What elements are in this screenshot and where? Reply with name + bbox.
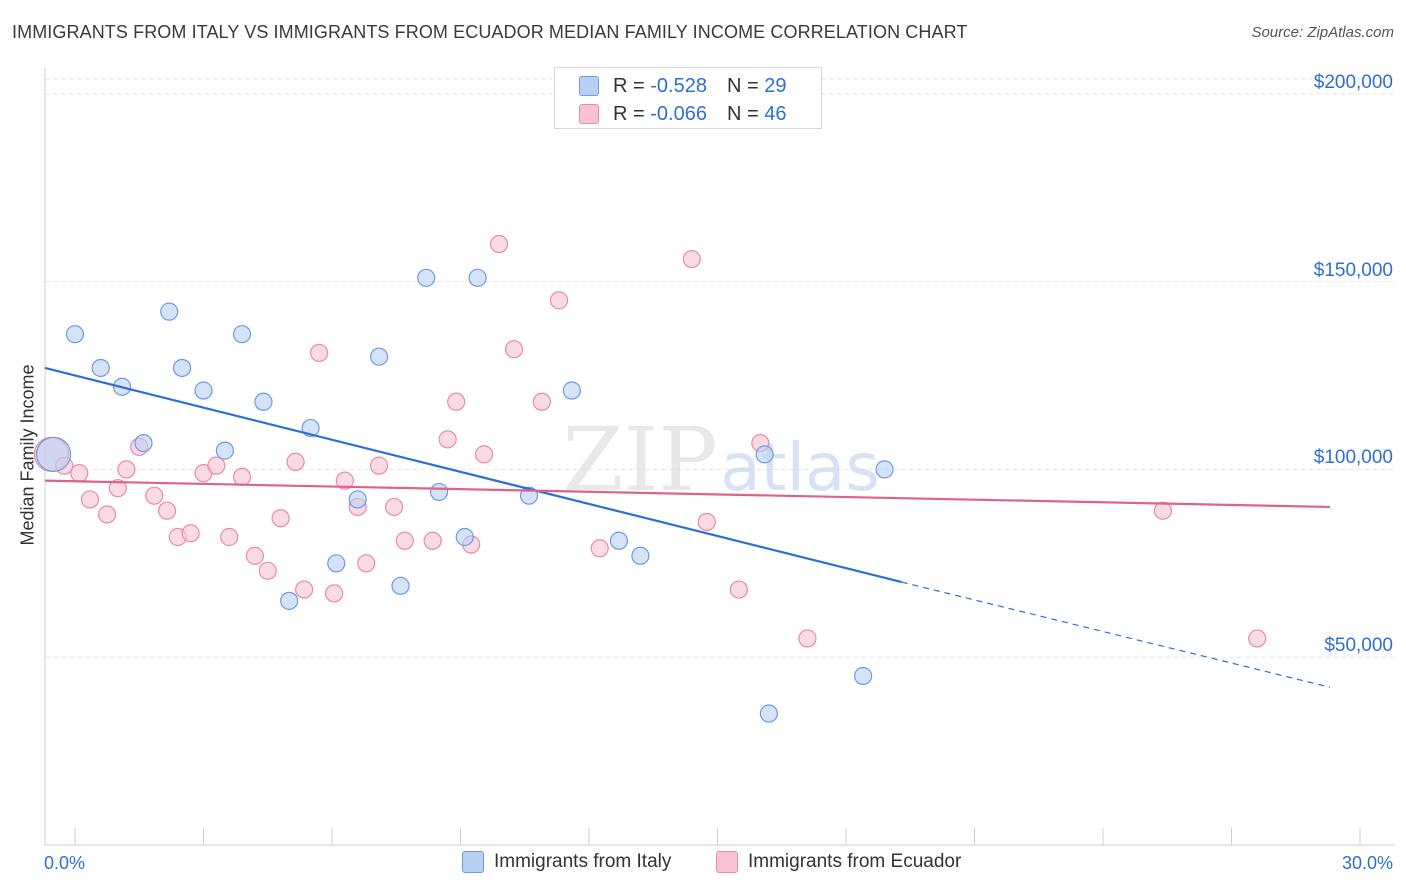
ecuador-point <box>1153 501 1173 520</box>
ecuador-point <box>145 486 164 505</box>
ecuador-point <box>549 291 569 310</box>
ecuador-legend-swatch <box>716 851 738 873</box>
ecuador-point <box>423 531 442 550</box>
ecuador-point <box>157 501 177 520</box>
y-tick-label: $50,000 <box>1324 635 1393 657</box>
r-value: -0.066 <box>650 102 707 125</box>
italy-point <box>631 546 650 565</box>
ecuador-point <box>489 234 509 254</box>
y-axis-label: Median Family Income <box>17 364 38 546</box>
italy-point <box>562 381 581 400</box>
italy-point <box>391 576 410 595</box>
ecuador-point <box>117 460 136 479</box>
chart-title: IMMIGRANTS FROM ITALY VS IMMIGRANTS FROM… <box>12 22 968 42</box>
italy-point <box>468 268 487 287</box>
y-tick-label: $150,000 <box>1313 259 1393 281</box>
ecuador-point <box>108 479 127 498</box>
ecuador-point <box>98 505 117 524</box>
n-value: 29 <box>764 74 787 97</box>
legend-item-italy[interactable]: Immigrants from Italy <box>462 851 671 873</box>
italy-point <box>609 531 629 550</box>
ecuador-point <box>697 512 716 532</box>
ecuador-point <box>295 580 314 599</box>
x-tick-label-min: 0.0% <box>44 853 86 873</box>
italy-point <box>327 554 346 573</box>
legend-label-italy: Immigrants from Italy <box>494 851 672 872</box>
ecuador-point <box>798 629 817 648</box>
ecuador-point <box>590 539 609 558</box>
italy-point <box>91 358 110 378</box>
ecuador-point <box>438 430 457 449</box>
italy-point <box>194 381 213 400</box>
ecuador-point <box>335 471 354 490</box>
n-label: N = <box>726 102 759 125</box>
ecuador-point <box>447 392 466 411</box>
watermark-zip: ZIP <box>562 408 717 511</box>
ecuador-point <box>286 452 305 471</box>
ecuador-point <box>325 584 344 603</box>
ecuador-swatch <box>579 104 599 124</box>
italy-trend-line <box>44 366 902 584</box>
italy-point <box>172 358 192 378</box>
italy-point <box>280 591 299 610</box>
ecuador-point <box>70 464 89 483</box>
ecuador-point <box>370 456 389 475</box>
ecuador-point <box>271 509 290 528</box>
italy-point <box>854 666 873 686</box>
italy-point <box>215 441 234 460</box>
ecuador-point <box>504 340 524 359</box>
watermark-atlas: atlas <box>720 429 880 506</box>
italy-point <box>254 392 273 411</box>
n-value: 46 <box>764 102 787 125</box>
ecuador-point <box>532 392 551 411</box>
ecuador-trend-line <box>44 479 1331 509</box>
italy-point <box>370 347 389 366</box>
stats-legend: R = -0.528 N = 29 R = -0.066 N = 46 <box>554 67 822 129</box>
legend-item-ecuador[interactable]: Immigrants from Ecuador <box>716 851 961 873</box>
legend-label-ecuador: Immigrants from Ecuador <box>748 851 962 872</box>
ecuador-point <box>357 554 376 573</box>
italy-point <box>759 704 778 723</box>
ecuador-point <box>729 580 749 599</box>
n-label: N = <box>726 74 759 97</box>
ecuador-point <box>245 546 264 565</box>
ecuador-point <box>181 524 200 543</box>
r-value: -0.528 <box>650 74 707 97</box>
italy-point <box>35 436 72 472</box>
stats-legend-italy: R = -0.528 N = 29 <box>579 73 786 99</box>
ecuador-point <box>220 527 239 547</box>
ecuador-point <box>258 561 277 580</box>
italy-trend-extension <box>901 581 1331 688</box>
series-legend: Immigrants from Italy Immigrants from Ec… <box>0 851 1406 879</box>
ecuador-point <box>474 445 494 464</box>
ecuador-point <box>232 467 252 487</box>
y-tick-label: $200,000 <box>1313 71 1393 93</box>
ecuador-point <box>682 249 701 269</box>
x-tick-label-max: 30.0% <box>1341 853 1393 873</box>
italy-point <box>875 460 894 479</box>
italy-point <box>455 527 474 547</box>
ecuador-point <box>1248 629 1267 648</box>
ecuador-point <box>207 456 226 475</box>
italy-swatch <box>579 76 599 96</box>
ecuador-point <box>395 531 414 550</box>
italy-point <box>134 433 153 453</box>
italy-point <box>160 302 179 321</box>
italy-legend-swatch <box>462 851 484 873</box>
italy-point <box>348 490 367 509</box>
r-label: R = <box>613 74 645 97</box>
italy-point <box>65 325 85 344</box>
source-label: Source: ZipAtlas.com <box>1251 24 1394 41</box>
stats-legend-ecuador: R = -0.066 N = 46 <box>579 101 786 127</box>
ecuador-point <box>310 343 329 363</box>
italy-point <box>755 445 774 464</box>
ecuador-point <box>80 490 100 509</box>
italy-point <box>232 325 252 344</box>
r-label: R = <box>613 102 645 125</box>
ecuador-point <box>384 497 404 517</box>
y-tick-label: $100,000 <box>1313 447 1393 469</box>
italy-point <box>429 482 449 502</box>
italy-point <box>417 268 436 287</box>
